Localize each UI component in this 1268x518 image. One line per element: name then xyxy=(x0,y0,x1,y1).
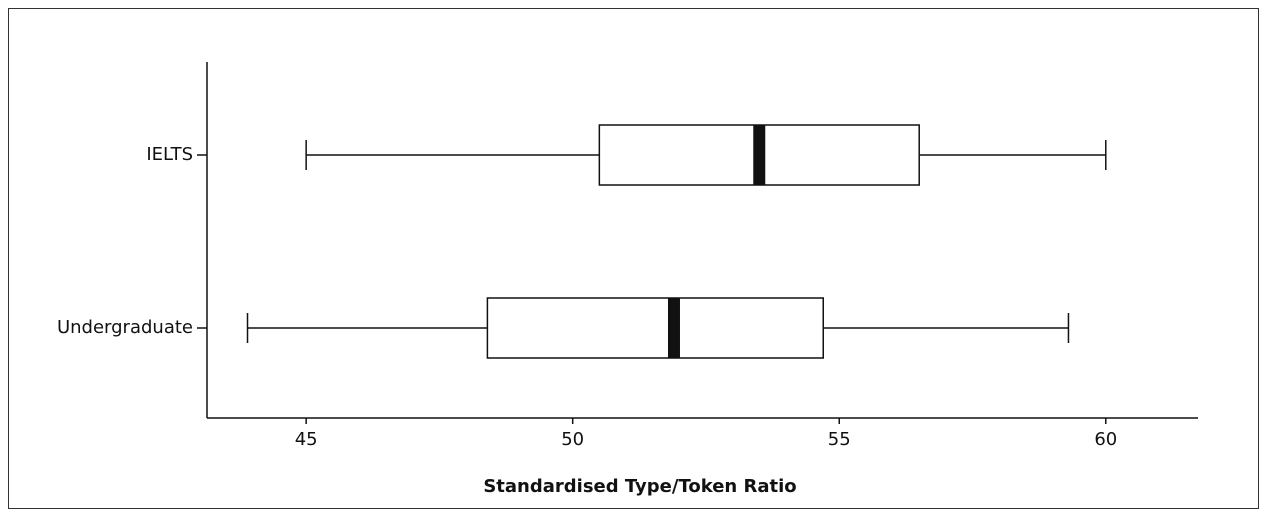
frame xyxy=(8,8,1259,509)
x-tick-label: 55 xyxy=(828,429,851,450)
x-tick-label: 60 xyxy=(1094,429,1117,450)
x-tick-label: 50 xyxy=(561,429,584,450)
median xyxy=(753,125,766,185)
y-tick-label: Undergraduate xyxy=(57,317,193,338)
median xyxy=(667,298,680,358)
x-axis-title: Standardised Type/Token Ratio xyxy=(483,476,796,497)
x-tick-label: 45 xyxy=(295,429,318,450)
box xyxy=(486,297,824,359)
y-tick-label: IELTS xyxy=(146,144,193,165)
